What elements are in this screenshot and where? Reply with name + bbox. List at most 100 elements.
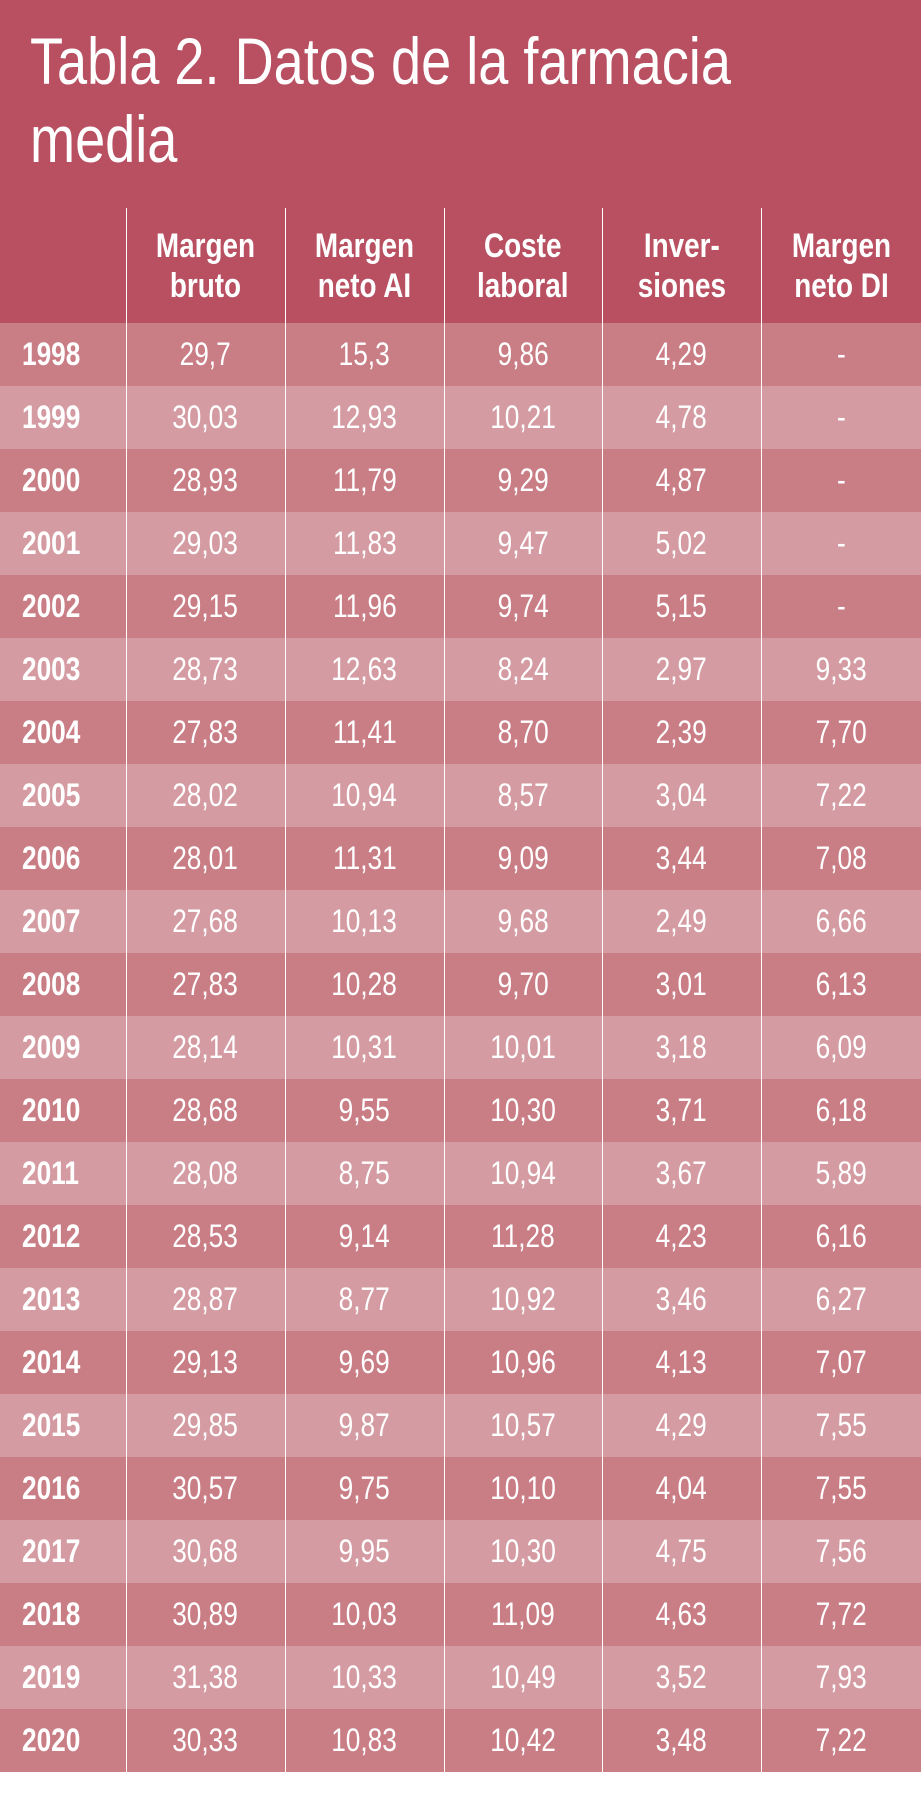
row-value-cell: 10,03 bbox=[284, 1583, 444, 1646]
row-value-cell: 8,77 bbox=[284, 1268, 444, 1331]
header-row: Margen bruto Margen neto AI Coste labora… bbox=[0, 208, 921, 323]
row-value-cell: 9,55 bbox=[284, 1079, 444, 1142]
row-value-cell: 10,49 bbox=[443, 1646, 602, 1709]
row-value-cell: 11,41 bbox=[284, 701, 444, 764]
row-value-cell: 30,57 bbox=[125, 1457, 285, 1520]
row-value-cell: 29,03 bbox=[125, 512, 285, 575]
row-value-cell: 4,87 bbox=[601, 449, 761, 512]
row-value-cell: 4,04 bbox=[601, 1457, 761, 1520]
table-row: 2014 29,13 9,69 10,96 4,13 7,07 bbox=[0, 1331, 921, 1394]
table-title: Tabla 2. Datos de la farmacia media bbox=[30, 24, 731, 176]
row-value-cell: 9,86 bbox=[443, 323, 602, 386]
row-value-cell: 8,24 bbox=[443, 638, 602, 701]
row-value-cell: 30,33 bbox=[125, 1709, 285, 1772]
row-year-cell: 2014 bbox=[0, 1331, 126, 1394]
row-value-cell: 28,73 bbox=[125, 638, 285, 701]
farmacia-data-table: Margen bruto Margen neto AI Coste labora… bbox=[0, 208, 921, 1772]
row-year-cell: 2008 bbox=[0, 953, 126, 1016]
row-value-cell: 30,68 bbox=[125, 1520, 285, 1583]
row-value-cell: 7,07 bbox=[760, 1331, 921, 1394]
row-year-cell: 2016 bbox=[0, 1457, 126, 1520]
row-value-cell: 7,55 bbox=[760, 1394, 921, 1457]
row-value-cell: 28,53 bbox=[125, 1205, 285, 1268]
row-value-cell: 28,93 bbox=[125, 449, 285, 512]
row-year-cell: 2012 bbox=[0, 1205, 126, 1268]
row-value-cell: 6,09 bbox=[760, 1016, 921, 1079]
row-value-cell: 10,94 bbox=[284, 764, 444, 827]
row-value-cell: 7,08 bbox=[760, 827, 921, 890]
row-value-cell: 3,01 bbox=[601, 953, 761, 1016]
row-value-cell: 4,78 bbox=[601, 386, 761, 449]
row-value-cell: 15,3 bbox=[284, 323, 444, 386]
row-value-cell: 10,01 bbox=[443, 1016, 602, 1079]
row-value-cell: - bbox=[760, 323, 921, 386]
row-value-cell: 9,33 bbox=[760, 638, 921, 701]
row-value-cell: 3,48 bbox=[601, 1709, 761, 1772]
row-value-cell: 27,68 bbox=[125, 890, 285, 953]
row-value-cell: 6,16 bbox=[760, 1205, 921, 1268]
row-value-cell: 9,87 bbox=[284, 1394, 444, 1457]
row-year-cell: 2017 bbox=[0, 1520, 126, 1583]
row-value-cell: 2,49 bbox=[601, 890, 761, 953]
row-value-cell: 12,93 bbox=[284, 386, 444, 449]
table-row: 2006 28,01 11,31 9,09 3,44 7,08 bbox=[0, 827, 921, 890]
row-value-cell: 8,57 bbox=[443, 764, 602, 827]
table-row: 2008 27,83 10,28 9,70 3,01 6,13 bbox=[0, 953, 921, 1016]
row-value-cell: 10,13 bbox=[284, 890, 444, 953]
row-value-cell: 7,93 bbox=[760, 1646, 921, 1709]
table-row: 2011 28,08 8,75 10,94 3,67 5,89 bbox=[0, 1142, 921, 1205]
row-value-cell: 10,92 bbox=[443, 1268, 602, 1331]
row-value-cell: 8,70 bbox=[443, 701, 602, 764]
row-value-cell: 11,09 bbox=[443, 1583, 602, 1646]
table-row: 2003 28,73 12,63 8,24 2,97 9,33 bbox=[0, 638, 921, 701]
table-row: 2013 28,87 8,77 10,92 3,46 6,27 bbox=[0, 1268, 921, 1331]
row-value-cell: 2,97 bbox=[601, 638, 761, 701]
row-value-cell: 27,83 bbox=[125, 701, 285, 764]
row-value-cell: 9,75 bbox=[284, 1457, 444, 1520]
row-year-cell: 2010 bbox=[0, 1079, 126, 1142]
row-value-cell: 30,03 bbox=[125, 386, 285, 449]
row-value-cell: 9,69 bbox=[284, 1331, 444, 1394]
row-value-cell: 28,02 bbox=[125, 764, 285, 827]
row-value-cell: 9,09 bbox=[443, 827, 602, 890]
row-year-cell: 2007 bbox=[0, 890, 126, 953]
row-value-cell: 10,57 bbox=[443, 1394, 602, 1457]
row-value-cell: 6,27 bbox=[760, 1268, 921, 1331]
row-year-cell: 2001 bbox=[0, 512, 126, 575]
row-value-cell: 7,55 bbox=[760, 1457, 921, 1520]
table-row: 2004 27,83 11,41 8,70 2,39 7,70 bbox=[0, 701, 921, 764]
header-coste-laboral: Coste laboral bbox=[443, 208, 602, 323]
row-year-cell: 2015 bbox=[0, 1394, 126, 1457]
row-year-cell: 2020 bbox=[0, 1709, 126, 1772]
row-value-cell: 31,38 bbox=[125, 1646, 285, 1709]
table-row: 2017 30,68 9,95 10,30 4,75 7,56 bbox=[0, 1520, 921, 1583]
table-row: 2002 29,15 11,96 9,74 5,15- bbox=[0, 575, 921, 638]
row-year-cell: 2003 bbox=[0, 638, 126, 701]
table-row: 1999 30,03 12,93 10,21 4,78- bbox=[0, 386, 921, 449]
row-year-cell: 2005 bbox=[0, 764, 126, 827]
row-value-cell: 9,68 bbox=[443, 890, 602, 953]
row-value-cell: 10,30 bbox=[443, 1079, 602, 1142]
row-value-cell: 9,70 bbox=[443, 953, 602, 1016]
row-value-cell: 29,7 bbox=[125, 323, 285, 386]
table-row: 2019 31,38 10,33 10,49 3,52 7,93 bbox=[0, 1646, 921, 1709]
table-row: 2020 30,33 10,83 10,42 3,48 7,22 bbox=[0, 1709, 921, 1772]
row-value-cell: 28,87 bbox=[125, 1268, 285, 1331]
row-value-cell: 7,56 bbox=[760, 1520, 921, 1583]
row-value-cell: 4,63 bbox=[601, 1583, 761, 1646]
row-value-cell: 28,68 bbox=[125, 1079, 285, 1142]
row-value-cell: 4,29 bbox=[601, 1394, 761, 1457]
row-value-cell: 10,10 bbox=[443, 1457, 602, 1520]
row-value-cell: 10,31 bbox=[284, 1016, 444, 1079]
row-value-cell: 3,71 bbox=[601, 1079, 761, 1142]
row-year-cell: 2009 bbox=[0, 1016, 126, 1079]
table-body: 1998 29,7 15,3 9,86 4,29-1999 30,03 12,93 10,21… bbox=[0, 323, 921, 1772]
row-value-cell: 9,47 bbox=[443, 512, 602, 575]
row-value-cell: 5,02 bbox=[601, 512, 761, 575]
header-year bbox=[0, 208, 126, 323]
row-value-cell: 10,28 bbox=[284, 953, 444, 1016]
row-value-cell: 9,95 bbox=[284, 1520, 444, 1583]
row-value-cell: 2,39 bbox=[601, 701, 761, 764]
row-value-cell: 4,23 bbox=[601, 1205, 761, 1268]
